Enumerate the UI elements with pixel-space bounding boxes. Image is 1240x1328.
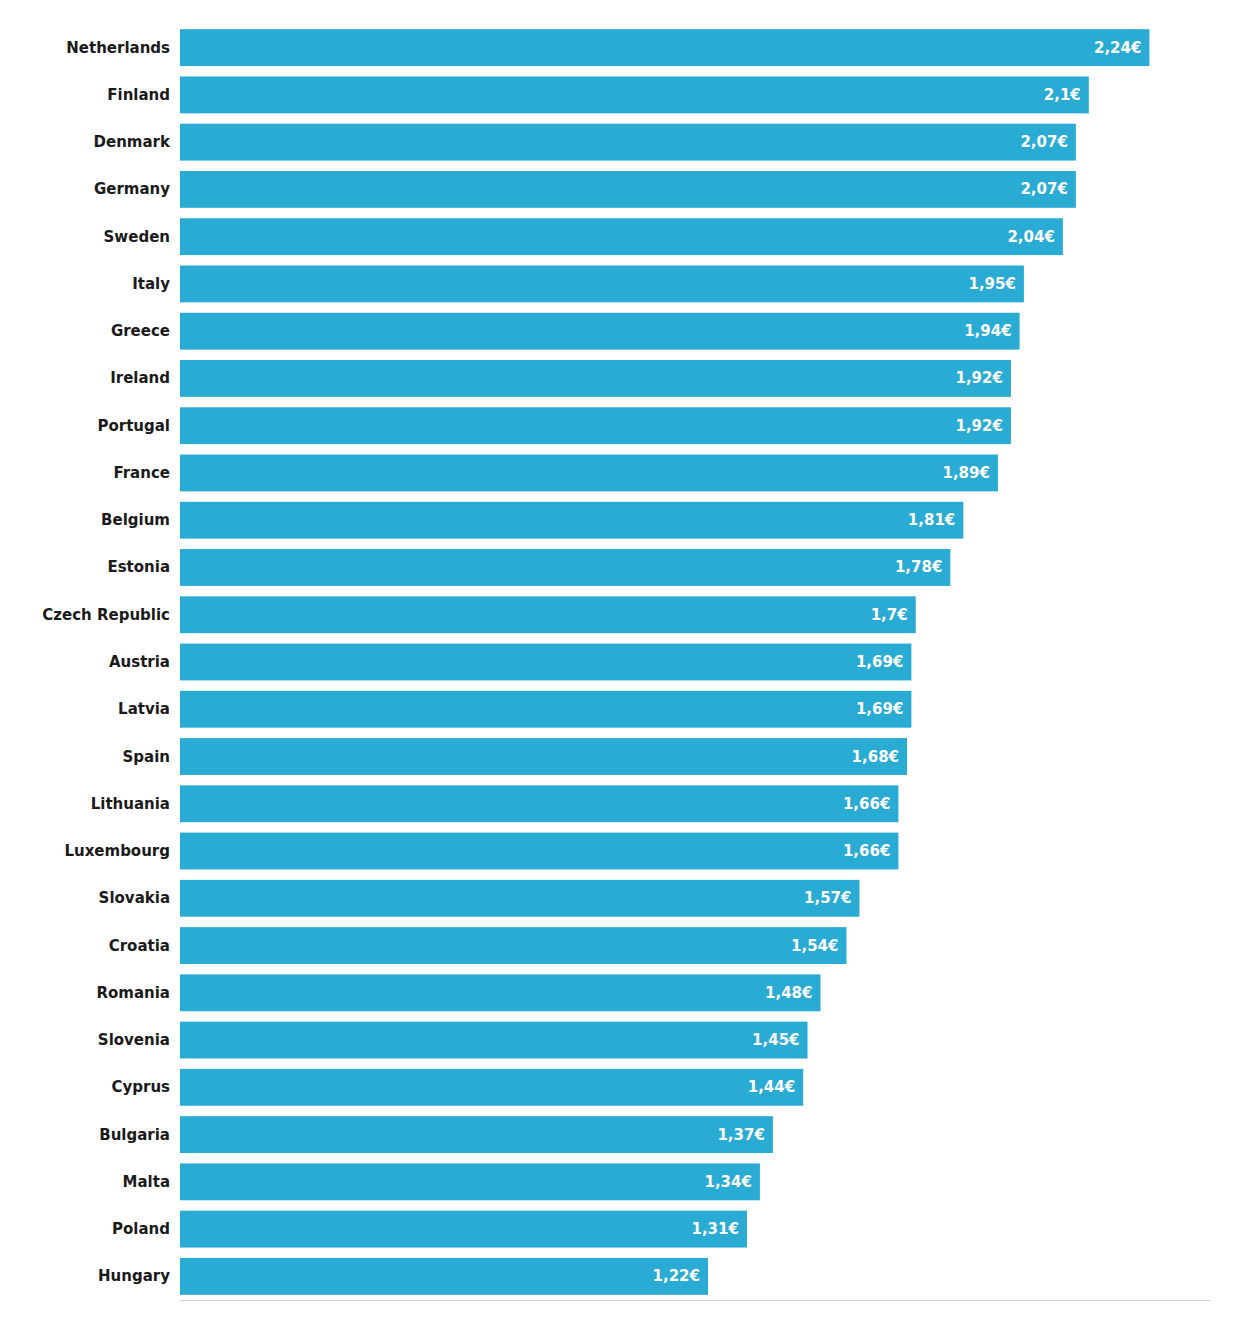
bar xyxy=(180,1211,747,1248)
bar xyxy=(180,691,911,728)
data-label: 1,92€ xyxy=(955,417,1002,435)
bar xyxy=(180,171,1076,208)
data-label: 1,89€ xyxy=(942,464,989,482)
bar xyxy=(180,29,1149,66)
category-label: Spain xyxy=(123,748,170,766)
category-label: Netherlands xyxy=(66,39,170,57)
bar xyxy=(180,407,1011,444)
category-label: Czech Republic xyxy=(42,606,170,624)
bar xyxy=(180,1069,803,1106)
bar xyxy=(180,785,898,822)
bar xyxy=(180,1022,808,1059)
data-label: 1,95€ xyxy=(968,275,1015,293)
bar xyxy=(180,1116,773,1153)
bar xyxy=(180,974,821,1011)
category-label: Malta xyxy=(123,1173,170,1191)
data-label: 1,7€ xyxy=(871,606,908,624)
data-labels: 2,24€ 2,1€ 2,07€ 2,07€ 2,04€ 1,95€ 1,94€ 1,92€ 1… xyxy=(653,39,1142,1286)
data-label: 1,45€ xyxy=(752,1031,799,1049)
bars xyxy=(180,29,1149,1295)
data-label: 2,1€ xyxy=(1044,86,1081,104)
bar xyxy=(180,927,846,964)
data-label: 1,94€ xyxy=(964,322,1011,340)
bar xyxy=(180,644,911,681)
category-label: Luxembourg xyxy=(64,842,170,860)
category-label: Germany xyxy=(94,180,170,198)
bar xyxy=(180,596,916,633)
data-label: 1,69€ xyxy=(856,700,903,718)
data-label: 1,57€ xyxy=(804,889,851,907)
category-label: Finland xyxy=(107,86,170,104)
data-label: 1,66€ xyxy=(843,842,890,860)
data-label: 1,66€ xyxy=(843,795,890,813)
category-label: Slovakia xyxy=(99,889,170,907)
data-label: 1,22€ xyxy=(653,1267,700,1285)
category-label: Belgium xyxy=(101,511,170,529)
data-label: 2,04€ xyxy=(1007,228,1054,246)
bar xyxy=(180,265,1024,302)
category-label: Estonia xyxy=(107,558,170,576)
data-label: 1,92€ xyxy=(955,369,1002,387)
data-label: 1,44€ xyxy=(748,1078,795,1096)
bar xyxy=(180,360,1011,397)
x-axis-line xyxy=(180,1300,1210,1301)
data-label: 1,37€ xyxy=(717,1126,764,1144)
bar xyxy=(180,76,1089,113)
category-label: Bulgaria xyxy=(99,1126,170,1144)
category-label: Sweden xyxy=(104,228,170,246)
chart-container: 2,24€ 2,1€ 2,07€ 2,07€ 2,04€ 1,95€ 1,94€ 1,92€ 1… xyxy=(0,0,1240,1328)
data-label: 2,07€ xyxy=(1020,180,1067,198)
category-label: Portugal xyxy=(97,417,170,435)
category-label: Poland xyxy=(112,1220,170,1238)
category-label: Croatia xyxy=(109,937,170,955)
category-label: Cyprus xyxy=(111,1078,170,1096)
data-label: 1,54€ xyxy=(791,937,838,955)
category-label: Denmark xyxy=(94,133,171,151)
data-label: 2,07€ xyxy=(1020,133,1067,151)
bar xyxy=(180,1258,708,1295)
data-label: 1,78€ xyxy=(895,558,942,576)
category-label: Austria xyxy=(109,653,170,671)
category-label: Greece xyxy=(111,322,170,340)
category-label: Lithuania xyxy=(91,795,170,813)
bar xyxy=(180,1163,760,1200)
bar xyxy=(180,549,950,586)
bar xyxy=(180,738,907,775)
category-label: Romania xyxy=(96,984,170,1002)
bar xyxy=(180,124,1076,161)
category-label: France xyxy=(113,464,170,482)
data-label: 2,24€ xyxy=(1094,39,1141,57)
bar xyxy=(180,502,963,539)
bar xyxy=(180,218,1063,255)
data-label: 1,48€ xyxy=(765,984,812,1002)
chart-svg: 2,24€ 2,1€ 2,07€ 2,07€ 2,04€ 1,95€ 1,94€ 1,92€ 1… xyxy=(0,0,1240,1328)
category-label: Italy xyxy=(132,275,170,293)
bar xyxy=(180,313,1020,350)
bar xyxy=(180,455,998,492)
category-label: Slovenia xyxy=(98,1031,170,1049)
category-label: Hungary xyxy=(98,1267,170,1285)
data-label: 1,31€ xyxy=(691,1220,738,1238)
y-axis: Netherlands Finland Denmark Germany Sweden It… xyxy=(42,39,171,1286)
data-label: 1,68€ xyxy=(852,748,899,766)
category-label: Latvia xyxy=(118,700,170,718)
bar xyxy=(180,880,859,917)
data-label: 1,34€ xyxy=(704,1173,751,1191)
category-label: Ireland xyxy=(110,369,170,387)
bar xyxy=(180,833,898,870)
data-label: 1,69€ xyxy=(856,653,903,671)
data-label: 1,81€ xyxy=(908,511,955,529)
